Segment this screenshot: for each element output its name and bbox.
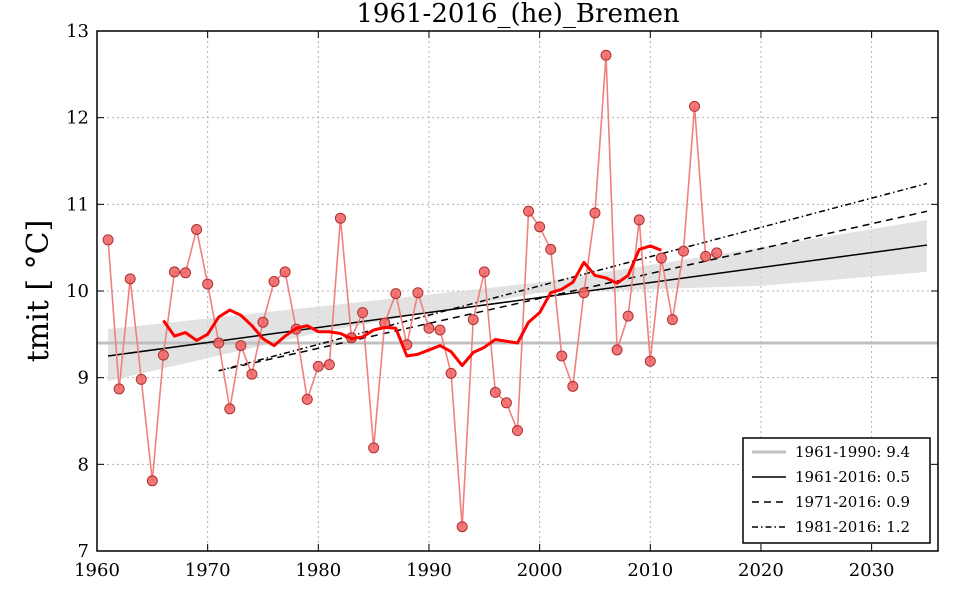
data-point (168, 266, 180, 278)
data-point (456, 521, 468, 533)
y-tick-label: 13 (66, 21, 89, 42)
y-tick-label: 11 (66, 194, 89, 215)
data-point (534, 221, 546, 233)
trend-lines (107, 182, 928, 372)
trend-line-dashdot (218, 182, 928, 372)
data-point (567, 380, 579, 392)
data-point (600, 49, 612, 61)
legend-label-baseline: 1961-1990: 9.4 (795, 443, 910, 461)
data-point (523, 205, 535, 217)
data-point (423, 322, 435, 334)
x-tick-label: 1960 (74, 560, 120, 581)
y-tick-label: 12 (66, 108, 89, 129)
x-tick-label: 1990 (406, 560, 452, 581)
data-point (146, 475, 158, 487)
axis-ticks: 1960 1970 1980 1990 2000 2010 2020 2030 7 8 9 10 11 1… (66, 21, 938, 581)
legend-label-trend-1981: 1981-2016: 1.2 (795, 518, 910, 536)
data-point (434, 324, 446, 336)
annual-line (107, 55, 717, 527)
x-tick-label: 1980 (295, 560, 341, 581)
data-point (235, 340, 247, 352)
confidence-band-layer (108, 219, 927, 382)
chart-title: 1961-2016_(he)_Bremen (356, 0, 680, 29)
data-point (180, 267, 192, 279)
data-point (611, 344, 623, 356)
data-point (622, 310, 634, 322)
data-point (489, 386, 501, 398)
data-point (279, 266, 291, 278)
data-point (467, 314, 479, 326)
data-point (500, 397, 512, 409)
data-point (711, 247, 723, 259)
data-point (202, 278, 214, 290)
data-point (323, 359, 335, 371)
data-point (157, 349, 169, 361)
y-tick-label: 7 (78, 541, 89, 562)
data-point (334, 212, 346, 224)
data-point (412, 287, 424, 299)
data-point (655, 252, 667, 264)
x-tick-label: 2010 (627, 560, 673, 581)
data-point (478, 266, 490, 278)
annual-series (102, 49, 723, 533)
data-point (666, 314, 678, 326)
data-point (268, 275, 280, 287)
data-point (589, 207, 601, 219)
data-point (312, 360, 324, 372)
data-point (213, 337, 225, 349)
x-tick-label: 2000 (517, 560, 563, 581)
data-point (677, 245, 689, 257)
x-tick-label: 2020 (738, 560, 784, 581)
data-point (224, 403, 236, 415)
data-point (113, 383, 125, 395)
data-point (545, 243, 557, 255)
smoothed-series (162, 244, 662, 368)
data-point (512, 425, 523, 437)
trend-line-solid (107, 244, 928, 357)
data-point (644, 355, 656, 367)
x-tick-label: 1970 (185, 560, 231, 581)
data-point (257, 316, 269, 328)
legend-label-trend-1971: 1971-2016: 0.9 (795, 493, 910, 511)
data-point (578, 287, 590, 299)
data-point (556, 350, 568, 362)
data-point (390, 288, 402, 300)
data-point (301, 393, 313, 405)
y-tick-label: 8 (78, 454, 89, 475)
data-point (102, 234, 114, 246)
smoothed-line (162, 244, 662, 368)
data-point (689, 100, 701, 112)
data-point (633, 214, 645, 226)
confidence-band (108, 219, 927, 382)
data-point (700, 250, 712, 262)
legend-box (742, 437, 931, 544)
data-point (135, 373, 147, 385)
y-axis-label: tmit [ °C] (21, 220, 56, 363)
data-point (124, 273, 136, 285)
x-tick-label: 2030 (849, 560, 895, 581)
data-point (357, 307, 369, 319)
legend: 1961-1990: 9.4 1961-2016: 0.5 1971-2016:… (742, 437, 931, 544)
y-tick-label: 9 (78, 368, 89, 389)
legend-label-trend-1961: 1961-2016: 0.5 (795, 468, 910, 486)
trend-line-dashed (218, 210, 928, 372)
y-tick-label: 10 (66, 281, 89, 302)
data-point (246, 368, 258, 380)
data-point (191, 223, 203, 235)
data-point (368, 442, 380, 454)
data-point (445, 367, 457, 379)
